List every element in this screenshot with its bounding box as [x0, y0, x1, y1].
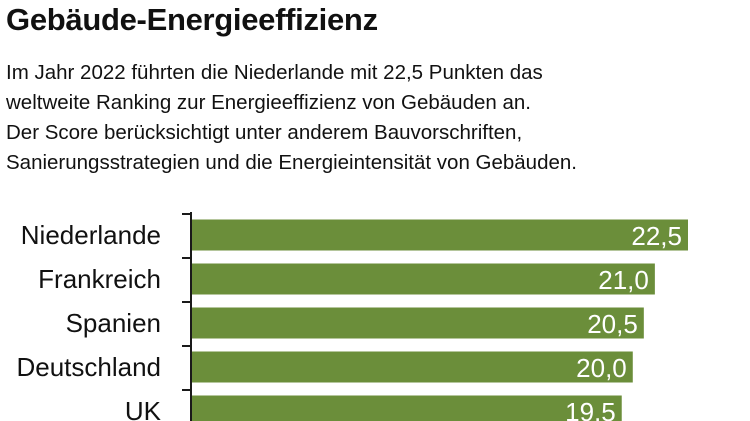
category-label: UK [125, 396, 162, 421]
category-label: Deutschland [16, 352, 161, 382]
value-label: 21,0 [598, 265, 649, 295]
value-label: 22,5 [631, 221, 682, 251]
value-label: 20,5 [587, 309, 638, 339]
bar [191, 351, 633, 383]
bars-group [191, 219, 688, 421]
subtitle-line: Im Jahr 2022 führten die Niederlande mit… [6, 61, 543, 84]
category-label: Spanien [66, 308, 161, 338]
value-label: 20,0 [576, 353, 627, 383]
chart-title: Gebäude-Energieeffizienz [6, 2, 378, 37]
chart-subtitle: Im Jahr 2022 führten die Niederlande mit… [6, 58, 746, 178]
category-axis [182, 212, 192, 421]
bar [191, 395, 622, 421]
value-label: 19,5 [565, 397, 616, 421]
bar-chart: Niederlande 22,5 Frankreich 21,0 Spanien 20,5… [16, 212, 688, 421]
bar [191, 263, 655, 295]
subtitle-line: weltweite Ranking zur Energieeffizienz v… [6, 91, 531, 114]
bar [191, 307, 644, 339]
category-label: Niederlande [21, 220, 161, 250]
subtitle-line: Der Score berücksichtigt unter anderem B… [6, 121, 523, 144]
subtitle-line: Sanierungsstrategien und die Energieinte… [6, 151, 577, 174]
category-label: Frankreich [38, 264, 161, 294]
labels-group: Niederlande 22,5 Frankreich 21,0 Spanien 20,5… [16, 220, 682, 421]
bar [191, 219, 688, 251]
